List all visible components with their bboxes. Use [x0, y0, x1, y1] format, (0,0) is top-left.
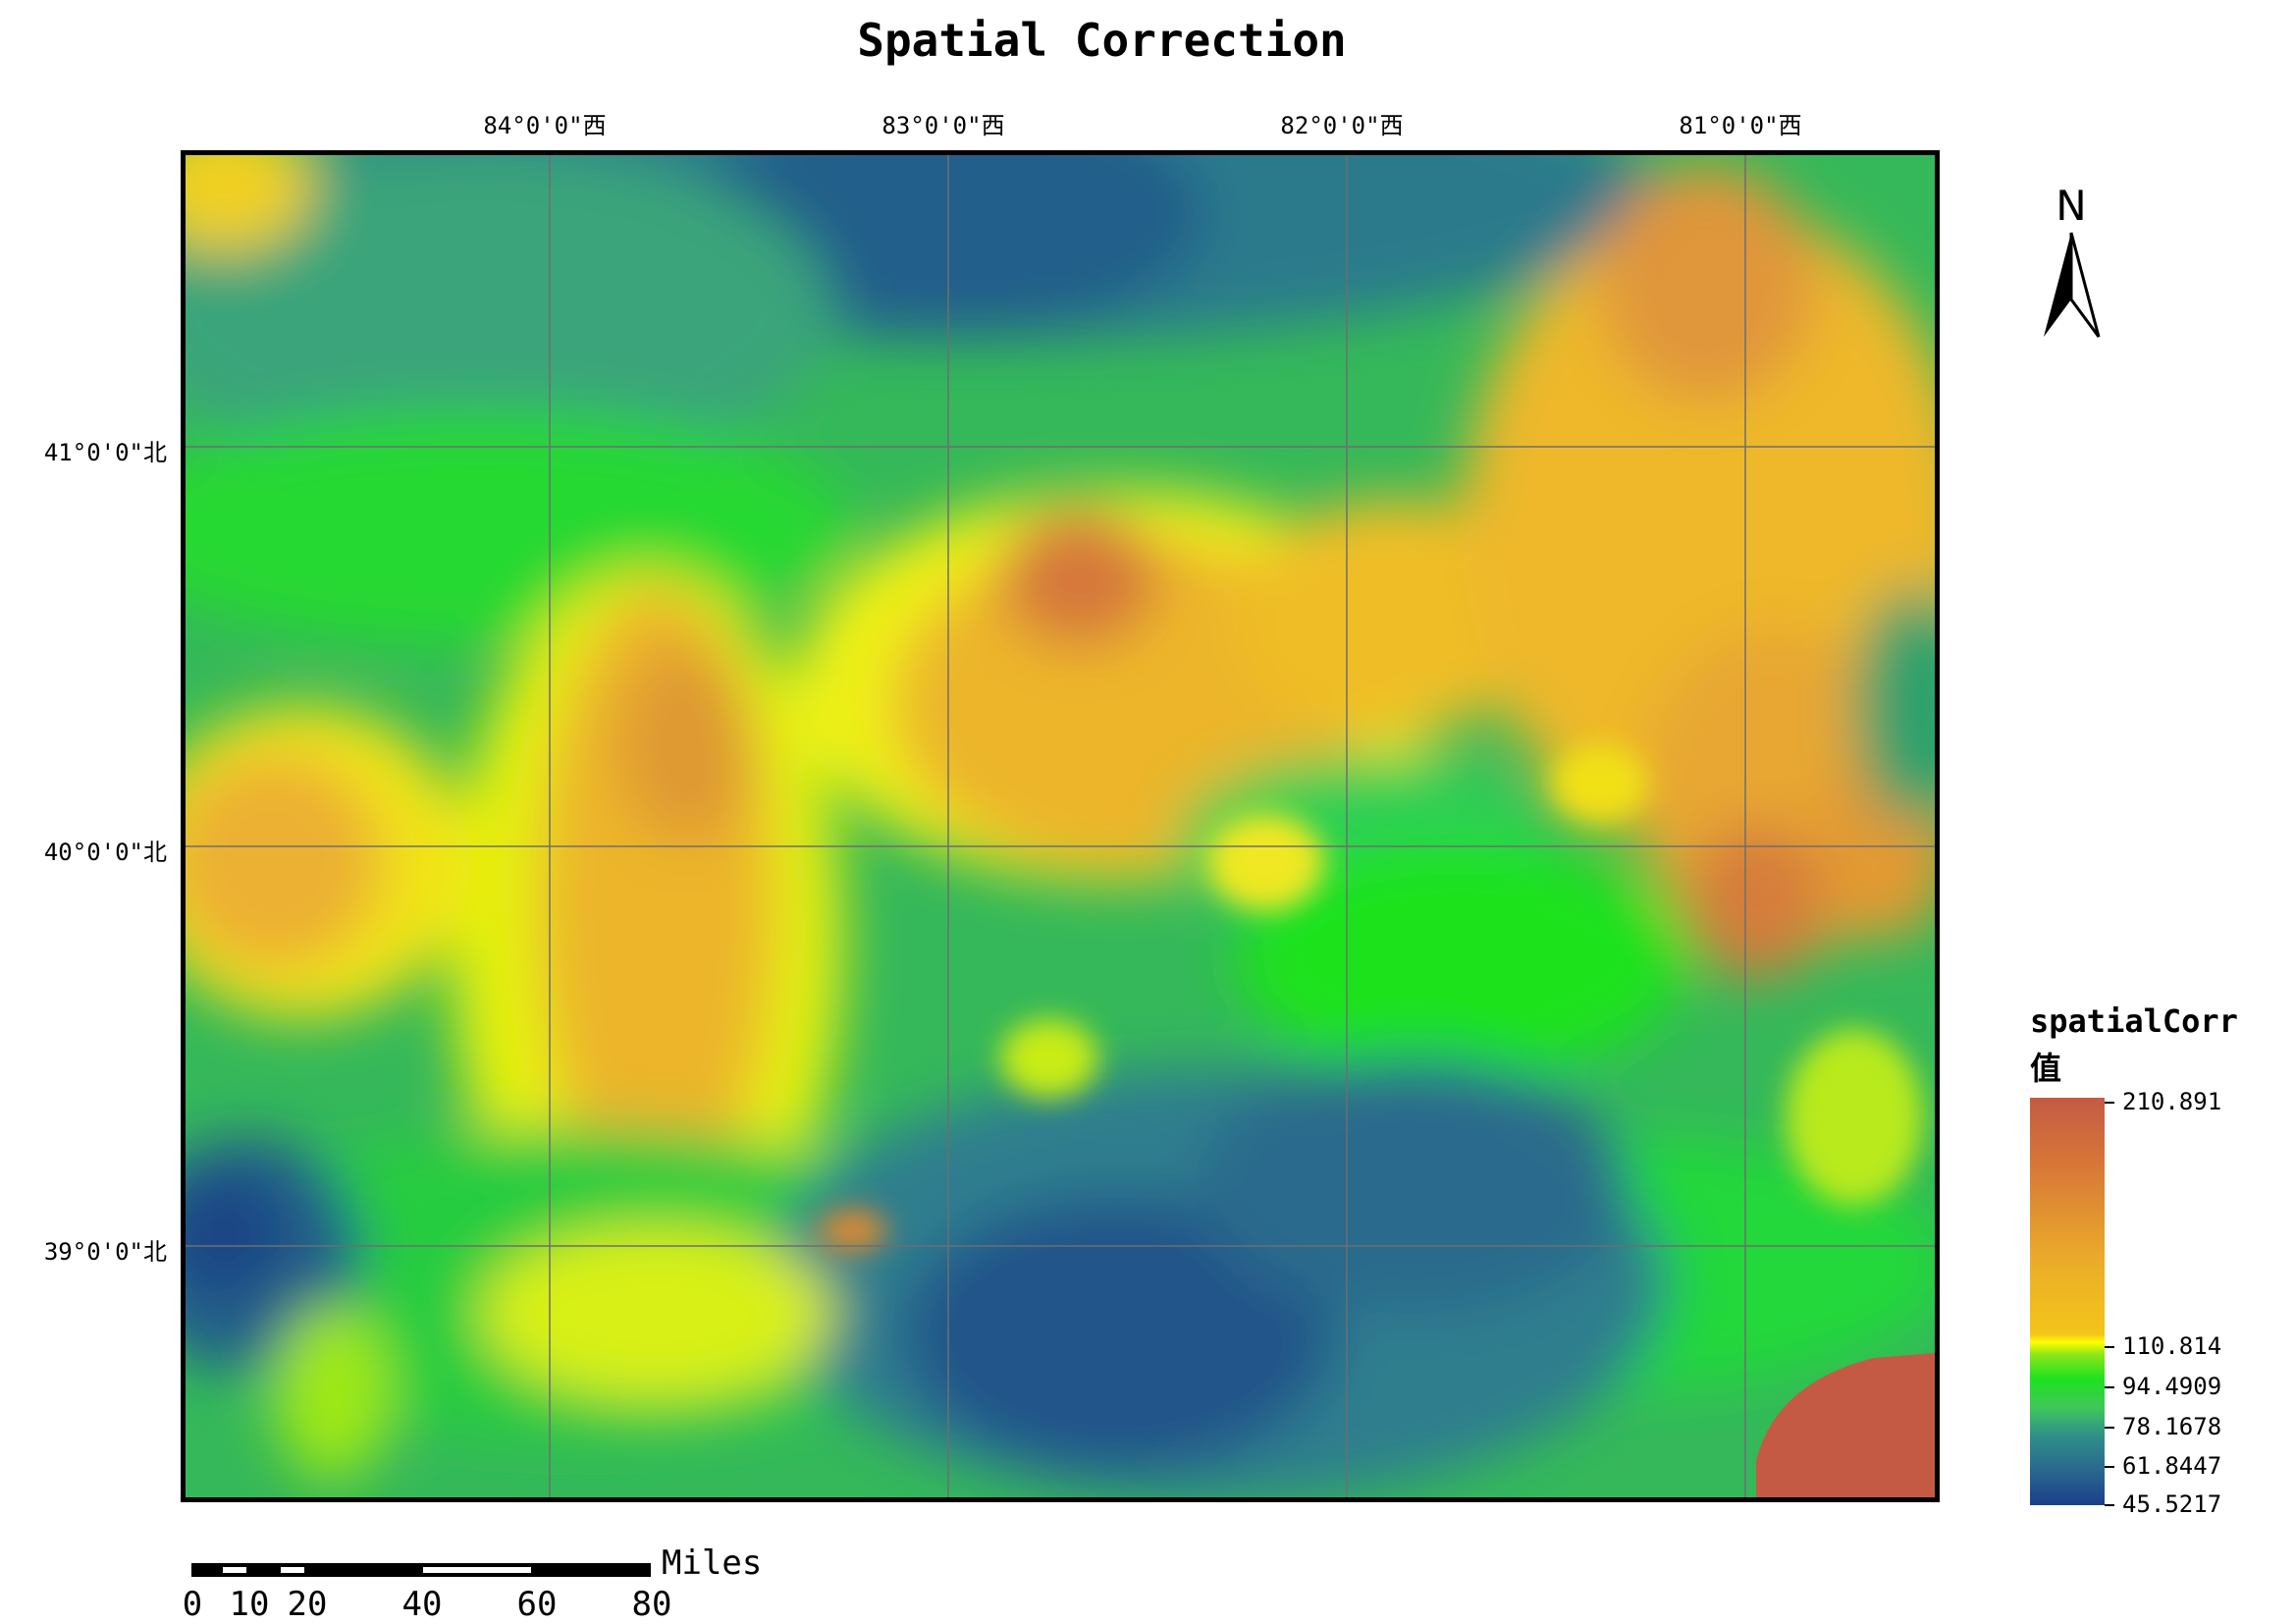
legend-color-ramp	[2030, 1098, 2105, 1505]
longitude-label-84w: 84°0'0"西	[483, 112, 607, 139]
north-arrow: N	[2032, 182, 2110, 339]
longitude-label-81w: 81°0'0"西	[1679, 112, 1802, 139]
map-title: Spatial Correction	[857, 14, 1347, 67]
legend-title-line2: 值	[2030, 1050, 2062, 1087]
scale-label-10: 10	[229, 1585, 270, 1624]
scale-label-0: 0	[182, 1585, 203, 1624]
map-frame[interactable]	[181, 150, 1940, 1502]
legend-tick	[2105, 1386, 2114, 1388]
longitude-label-83w: 83°0'0"西	[881, 112, 1005, 139]
latitude-label-40n: 40°0'0"北	[43, 839, 167, 866]
legend-tick	[2105, 1504, 2114, 1506]
legend-title-line1: spatialCorr	[2030, 1002, 2238, 1040]
legend-tick	[2105, 1427, 2114, 1429]
north-letter: N	[2056, 182, 2087, 230]
scale-label-60: 60	[516, 1585, 558, 1624]
legend-tick	[2105, 1466, 2114, 1468]
latitude-label-41n: 41°0'0"北	[43, 439, 167, 466]
latitude-label-39n: 39°0'0"北	[43, 1238, 167, 1266]
longitude-label-82w: 82°0'0"西	[1280, 112, 1404, 139]
legend-value-min: 45.5217	[2122, 1490, 2222, 1518]
legend-value-3: 94.4909	[2122, 1373, 2222, 1400]
raster-surface	[186, 155, 1935, 1497]
scale-label-40: 40	[401, 1585, 443, 1624]
legend-value-2: 110.814	[2122, 1332, 2222, 1360]
legend-value-5: 61.8447	[2122, 1452, 2222, 1480]
scale-label-20: 20	[287, 1585, 328, 1624]
legend-value-max: 210.891	[2122, 1088, 2222, 1115]
scale-unit: Miles	[662, 1543, 763, 1583]
scale-bar	[191, 1563, 651, 1577]
north-arrow-icon	[2044, 232, 2101, 338]
legend-title: spatialCorr 值	[2030, 998, 2238, 1092]
scale-label-80: 80	[631, 1585, 672, 1624]
graticule-lines	[186, 155, 1935, 1497]
legend-tick	[2105, 1102, 2114, 1104]
legend-tick	[2105, 1346, 2114, 1348]
legend-value-4: 78.1678	[2122, 1413, 2222, 1440]
